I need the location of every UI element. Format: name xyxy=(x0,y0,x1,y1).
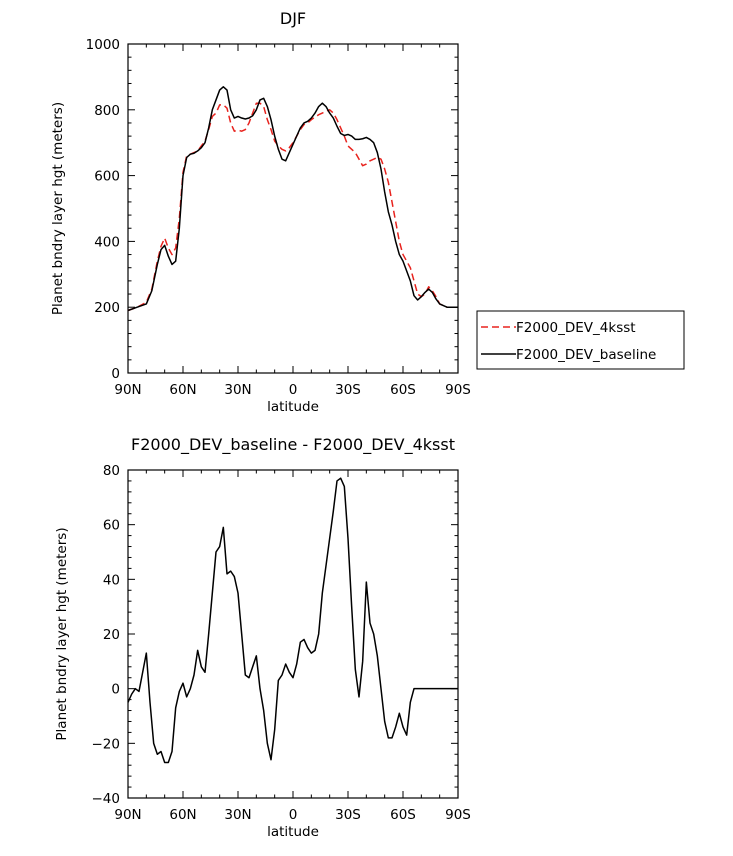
legend-label-1: F2000_DEV_4ksst xyxy=(516,320,636,336)
series-line-1-2 xyxy=(127,86,458,312)
y-tick-label: 40 xyxy=(103,572,120,588)
plot-frame xyxy=(127,43,459,374)
x-tick-label: 30N xyxy=(224,807,251,823)
chart-title: DJF xyxy=(280,9,306,28)
x-tick-label: 30S xyxy=(335,382,361,398)
y-axis-label: Planet bndry layer hgt (meters) xyxy=(54,527,70,740)
y-tick-label: 1000 xyxy=(86,37,120,53)
y-tick-label: 80 xyxy=(103,463,120,479)
x-tick-label: 30N xyxy=(224,382,251,398)
y-axis-label: Planet bndry layer hgt (meters) xyxy=(50,102,66,315)
y-tick-label: 200 xyxy=(94,300,120,316)
y-tick-label: 400 xyxy=(94,234,120,250)
x-tick-label: 0 xyxy=(289,382,298,398)
chart-top-djf: 90N 60N 30N 0 30S 60S 90S 0 200 400 600 800 1000 DJF l… xyxy=(50,9,471,415)
series-line-2-1 xyxy=(127,477,458,764)
x-tick-label: 30S xyxy=(335,807,361,823)
y-tick-label: 0 xyxy=(111,366,120,382)
x-tick-label: 60N xyxy=(169,382,196,398)
chart-bottom-difference: 90N 60N 30N 0 30S 60S 90S −40 −20 0 20 40 60 80 F2000_… xyxy=(54,435,471,840)
x-axis-label: latitude xyxy=(267,824,319,840)
y-tick-label: 800 xyxy=(94,103,120,119)
x-tick-label: 90N xyxy=(114,807,141,823)
chart-title: F2000_DEV_baseline - F2000_DEV_4ksst xyxy=(131,435,455,455)
x-tick-label: 60S xyxy=(390,807,416,823)
y-tick-label: 60 xyxy=(103,518,120,534)
x-tick-label: 0 xyxy=(289,807,298,823)
x-tick-label: 60S xyxy=(390,382,416,398)
y-tick-label: 20 xyxy=(103,627,120,643)
y-tick-label: −40 xyxy=(92,791,121,807)
x-axis-label: latitude xyxy=(267,399,319,415)
x-tick-label: 90S xyxy=(445,382,471,398)
x-tick-label: 90N xyxy=(114,382,141,398)
x-tick-label: 60N xyxy=(169,807,196,823)
y-tick-label: −20 xyxy=(92,736,121,752)
y-tick-label: 600 xyxy=(94,169,120,185)
x-tick-label: 90S xyxy=(445,807,471,823)
legend-box xyxy=(476,310,685,370)
series-line-1-1 xyxy=(127,102,458,312)
y-tick-label: 0 xyxy=(111,682,120,698)
chart-legend: F2000_DEV_4ksst F2000_DEV_baseline xyxy=(476,310,685,370)
legend-label-2: F2000_DEV_baseline xyxy=(516,347,656,363)
plot-frame xyxy=(127,469,459,799)
